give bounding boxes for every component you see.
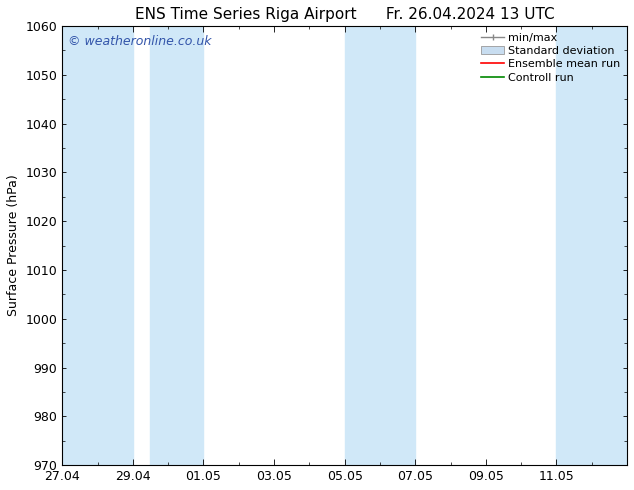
Text: © weatheronline.co.uk: © weatheronline.co.uk (68, 35, 211, 48)
Y-axis label: Surface Pressure (hPa): Surface Pressure (hPa) (7, 174, 20, 317)
Bar (557, 26, 627, 465)
Legend: min/max, Standard deviation, Ensemble mean run, Controll run: min/max, Standard deviation, Ensemble me… (477, 28, 625, 87)
Title: ENS Time Series Riga Airport      Fr. 26.04.2024 13 UTC: ENS Time Series Riga Airport Fr. 26.04.2… (135, 7, 555, 22)
Bar (345, 26, 415, 465)
Bar (150, 26, 204, 465)
Bar (62, 26, 133, 465)
